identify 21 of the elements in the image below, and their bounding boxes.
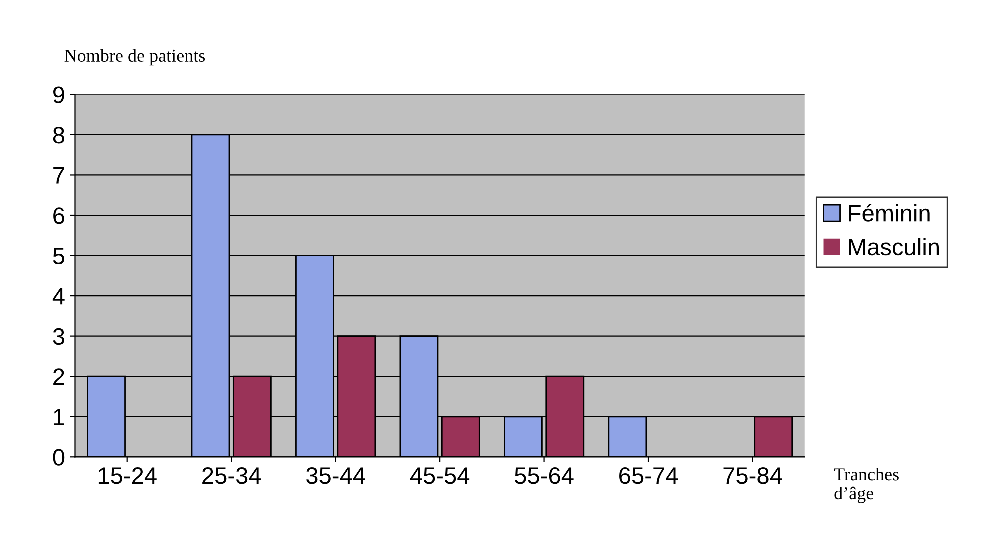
y-axis-title: Nombre de patients — [64, 49, 206, 66]
y-tick-label: 9 — [53, 86, 64, 104]
y-tick-label: 5 — [53, 248, 65, 265]
legend-label: Masculin — [849, 238, 939, 256]
y-tick-label: 3 — [53, 328, 64, 346]
y-tick-label: 2 — [54, 368, 64, 386]
y-tick-label: 1 — [54, 409, 64, 426]
x-tick-label: 15-24 — [98, 467, 157, 484]
x-tick-label: 65-74 — [620, 467, 678, 484]
y-tick-label: 4 — [52, 288, 65, 305]
y-tick-label: 7 — [54, 168, 64, 184]
x-tick-label: 55-64 — [515, 467, 574, 484]
y-tick-label: 0 — [53, 449, 65, 466]
x-tick-label: 75-84 — [724, 467, 782, 484]
x-axis-title: Tranches d’âge — [834, 468, 899, 504]
y-tick-label: 8 — [53, 127, 64, 144]
legend-label: Féminin — [849, 204, 930, 222]
x-tick-label: 25-34 — [202, 467, 262, 484]
x-tick-label: 45-54 — [410, 468, 470, 484]
x-tick-label: 35-44 — [306, 467, 366, 484]
y-tick-label: 6 — [54, 208, 64, 224]
